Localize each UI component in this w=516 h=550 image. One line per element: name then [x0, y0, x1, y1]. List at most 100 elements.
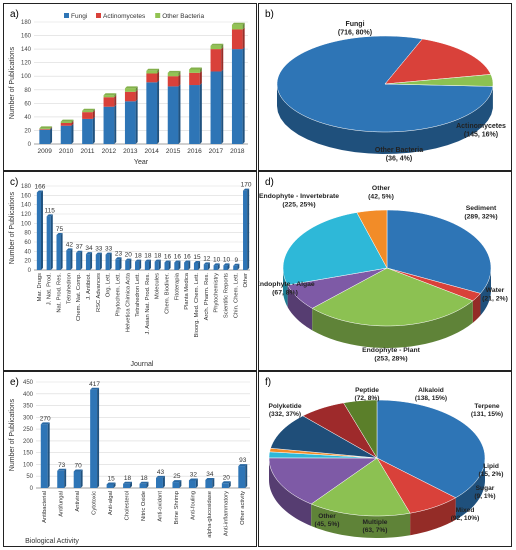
x-tick-label: 2010 [59, 148, 74, 155]
bar-side [129, 258, 132, 270]
bar-side [188, 260, 191, 270]
x-tick-label: Bioorg. Med. Chem. Lett. [194, 273, 200, 338]
data-label: 20 [125, 252, 133, 259]
pie-slice [270, 415, 378, 459]
bar-side [221, 47, 224, 72]
data-label: 32 [190, 471, 198, 478]
bar [40, 424, 48, 488]
slice-name: Alkaloid [418, 387, 444, 394]
bar-side [148, 259, 151, 270]
x-axis-label: Year [134, 159, 149, 166]
bar [243, 190, 248, 270]
bar [39, 128, 51, 130]
slice-value-label: (63, 7%) [363, 527, 388, 534]
bar-side [71, 123, 74, 144]
y-tick-label: 20 [24, 259, 31, 265]
data-label: 15 [193, 254, 201, 261]
slice-name: Mixed [456, 507, 475, 514]
data-label: 93 [239, 457, 247, 464]
x-tick-label: Cytotoxic [92, 491, 98, 515]
bar [105, 254, 110, 270]
bar-top [193, 261, 201, 263]
bar [103, 106, 115, 144]
slice-name: Water [486, 287, 505, 294]
pie-slice [376, 399, 486, 499]
y-tick-label: 350 [23, 404, 34, 410]
bar-side [158, 259, 161, 270]
bar-side [247, 188, 250, 270]
bar-side [92, 110, 95, 119]
pie-slice-side [455, 458, 485, 520]
bar [76, 252, 81, 270]
bar-top [123, 481, 132, 484]
x-tick-label: J. Asian Nat. Prod. Res. [145, 273, 151, 335]
slice-value-label: (36, 4%) [386, 156, 412, 163]
y-tick-label: 0 [30, 486, 34, 492]
bar [223, 265, 228, 270]
bar [205, 479, 213, 488]
legend-swatch [64, 13, 69, 18]
data-label: 18 [124, 475, 132, 482]
bar-side [40, 190, 43, 270]
x-tick-label: Fitoterapia [174, 272, 180, 300]
x-tick-label: Antibacterial [42, 491, 48, 523]
y-tick-label: 140 [21, 203, 32, 209]
y-tick-label: 140 [21, 47, 32, 53]
bar-side [162, 475, 165, 488]
data-label: 25 [173, 473, 181, 480]
x-tick-label: 2018 [230, 148, 245, 155]
pie-slice [268, 457, 378, 505]
slice-name: Endophyte - Invertebrate [259, 193, 339, 200]
y-tick-label: 160 [21, 193, 32, 199]
data-label: 20 [223, 474, 231, 481]
slice-value-label: (131, 15%) [471, 411, 503, 418]
x-tick-label: Anti-oxidant [157, 491, 163, 522]
data-label: 18 [140, 475, 148, 482]
bar [210, 71, 222, 144]
pie-slice-side [277, 84, 493, 154]
legend-swatch [96, 13, 101, 18]
bar [203, 264, 208, 270]
x-tick-label: Phytochemistry [214, 273, 220, 313]
x-tick-label: Anti-algal [108, 491, 114, 515]
x-tick-label: Phytochem. Lett. [115, 273, 121, 317]
data-label: 37 [76, 244, 84, 251]
pie-slice [384, 74, 494, 87]
y-tick-label: 300 [23, 415, 34, 421]
bar [213, 265, 218, 270]
bar-side [135, 86, 138, 92]
x-axis-label: Biological Activity [25, 538, 79, 545]
bar-top [66, 248, 73, 251]
bar-side [168, 260, 171, 270]
y-tick-label: 0 [28, 142, 32, 148]
x-tick-label: Arch. Pharm. Res. [204, 273, 210, 321]
bar-side [47, 422, 50, 488]
bar [60, 121, 72, 123]
bar-side [199, 70, 202, 86]
bar-side [113, 482, 116, 488]
y-tick-label: 100 [23, 462, 34, 468]
panel-a: a) 0 20 40 60 80 100 120 140 160 180 Number of Publ… [3, 3, 257, 171]
bar [144, 261, 149, 270]
bar [146, 73, 158, 83]
x-tick-label: Scientific Reports [223, 273, 229, 318]
data-label: 75 [56, 226, 64, 233]
pie-slice-side [472, 293, 481, 323]
bar-top [124, 86, 138, 89]
data-label: 115 [45, 207, 56, 214]
legend-swatch [155, 13, 161, 18]
y-tick-label: 0 [28, 268, 32, 274]
pie-slice [302, 402, 378, 459]
panel-label: d) [265, 177, 274, 188]
y-tick-label: 40 [24, 249, 31, 255]
bar [60, 122, 72, 126]
bar-top [156, 475, 165, 478]
bar-side [80, 469, 83, 488]
bar [85, 254, 91, 270]
slice-value-label: (72, 8%) [355, 395, 380, 402]
x-tick-label: Cholesterol [125, 491, 131, 520]
bar [231, 49, 243, 144]
bar-side [237, 263, 240, 270]
slice-value-label: (289, 32%) [464, 213, 497, 220]
data-label: 73 [58, 462, 66, 469]
